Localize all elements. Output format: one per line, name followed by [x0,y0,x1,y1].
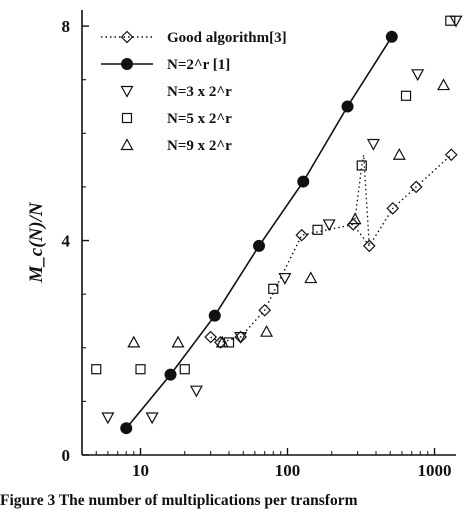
series-4-point-6 [392,148,406,160]
series-0-point-9 [444,148,458,162]
series-markers [91,15,463,435]
series-2-point-7 [411,69,425,82]
series-4-point-3 [260,324,274,337]
figure-caption: Figure 3 The number of multiplications p… [0,492,358,509]
series-4-point-4 [304,271,318,284]
y-axis-label: M_c(N)/N [26,201,47,283]
y-tick-label: 8 [62,17,71,36]
series-3-point-0 [91,364,102,375]
series-3-point-2 [179,364,190,375]
legend-label-2: N=3 x 2^r [167,84,232,100]
x-tick-label: 10 [132,461,149,480]
series-2-point-4 [278,272,292,285]
series-2-point-3 [234,331,248,344]
series-1-point-5 [341,100,354,113]
series-0-point-5 [346,218,360,231]
series-1-point-6 [385,30,398,43]
series-3-point-8 [445,15,456,26]
series-1-point-2 [208,309,221,322]
legend-label-1: N=2^r [1] [167,57,230,73]
series-0-point-4 [295,228,309,242]
series-0-point-7 [386,202,400,215]
series-2-point-0 [101,412,115,425]
series-0-point-6 [362,239,376,253]
series-2-point-6 [366,138,380,151]
legend-label-0: Good algorithm[3] [167,30,287,46]
series-1-point-3 [253,239,266,252]
series-3-point-4 [268,283,279,294]
series-4-point-7 [437,78,451,91]
connector-line [354,154,370,246]
legend-marker-2 [120,85,134,98]
series-1-point-0 [120,422,133,435]
series-0-point-8 [409,180,423,194]
x-tick-label: 1000 [418,461,452,480]
series-3-point-7 [400,90,412,101]
series-1-point-4 [297,175,310,188]
series-3-point-3 [223,337,235,348]
y-tick-label: 0 [62,446,71,465]
legend-marker-4 [120,138,134,151]
legend-marker-0 [120,30,134,44]
series-2-point-2 [189,385,203,398]
legend-marker-1 [121,58,133,70]
chart-canvas: 0 4 8 10 100 1000 Good algorithm[3] N=2^r [1] N… [26,10,463,480]
legend-label-3: N=5 x 2^r [167,111,232,127]
series-2-point-5 [322,219,336,232]
series-2-point-1 [145,412,159,425]
series-3-point-5 [312,224,323,235]
series-3-point-1 [135,364,146,375]
series-0-point-0 [204,330,217,344]
series-1-point-1 [164,368,177,381]
series-4-point-1 [171,335,185,348]
series-3-point-6 [356,160,367,171]
legend-label-4: N=9 x 2^r [167,138,232,154]
series-0-point-3 [258,303,272,317]
chart-axes: 0 4 8 10 100 1000 [62,10,456,480]
legend-marker-3 [121,112,133,124]
legend: Good algorithm[3] N=2^r [1] N=3 x 2^r N=5 x… [101,30,287,154]
series-4-point-5 [348,212,362,225]
series-2-point-8 [449,15,463,28]
y-tick-label: 4 [62,232,71,251]
x-tick-label: 100 [275,461,301,480]
series-4-point-0 [127,335,141,348]
series-4-point-2 [215,335,229,348]
